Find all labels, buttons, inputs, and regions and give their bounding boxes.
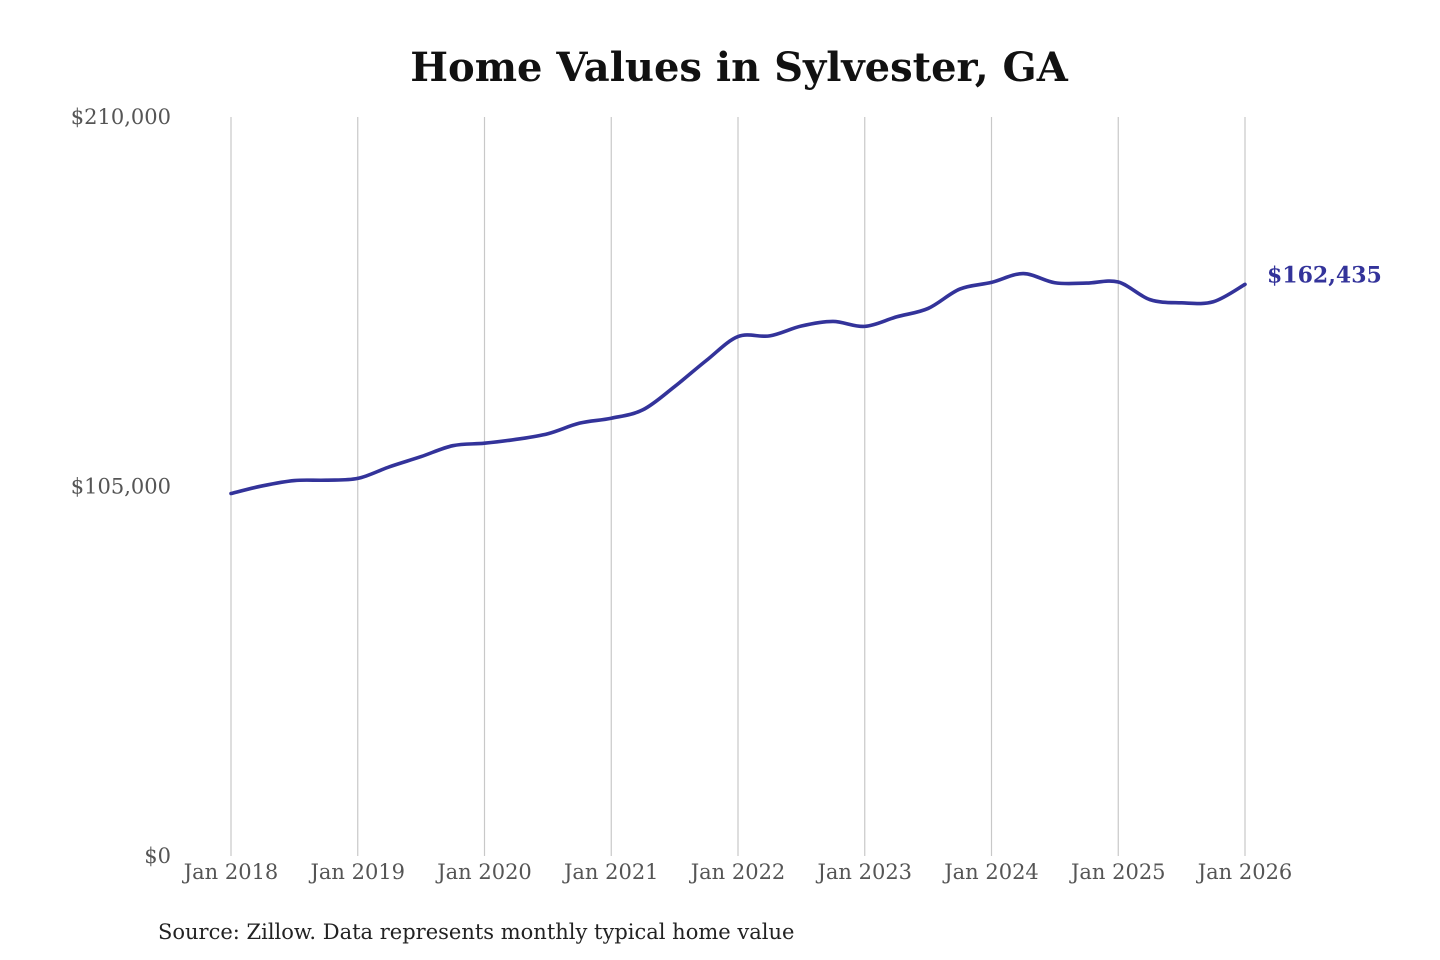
x-tick-label: Jan 2019 bbox=[308, 860, 405, 884]
y-tick-label: $210,000 bbox=[71, 105, 171, 129]
chart-title: Home Values in Sylvester, GA bbox=[410, 44, 1068, 91]
x-axis-tick-labels: Jan 2018 Jan 2019 Jan 2020 Jan 2021 Jan 2022… bbox=[182, 860, 1293, 884]
x-tick-label: Jan 2018 bbox=[182, 860, 279, 884]
x-tick-label: Jan 2020 bbox=[435, 860, 532, 884]
series-line-0 bbox=[229, 271, 1247, 496]
x-tick-label: Jan 2026 bbox=[1196, 860, 1293, 884]
x-tick-label: Jan 2021 bbox=[562, 860, 659, 884]
series-layer bbox=[229, 271, 1247, 496]
y-tick-label: $105,000 bbox=[71, 475, 171, 499]
end-value-label: $162,435 bbox=[1267, 262, 1382, 288]
x-tick-label: Jan 2024 bbox=[942, 860, 1039, 884]
y-tick-label: $0 bbox=[144, 844, 171, 868]
source-note: Source: Zillow. Data represents monthly … bbox=[158, 920, 794, 944]
y-axis-tick-labels: $0 $105,000 $210,000 bbox=[71, 105, 171, 868]
vertical-gridlines bbox=[230, 117, 1246, 856]
x-tick-label: Jan 2023 bbox=[815, 860, 912, 884]
x-tick-label: Jan 2022 bbox=[689, 860, 786, 884]
x-tick-label: Jan 2025 bbox=[1069, 860, 1166, 884]
